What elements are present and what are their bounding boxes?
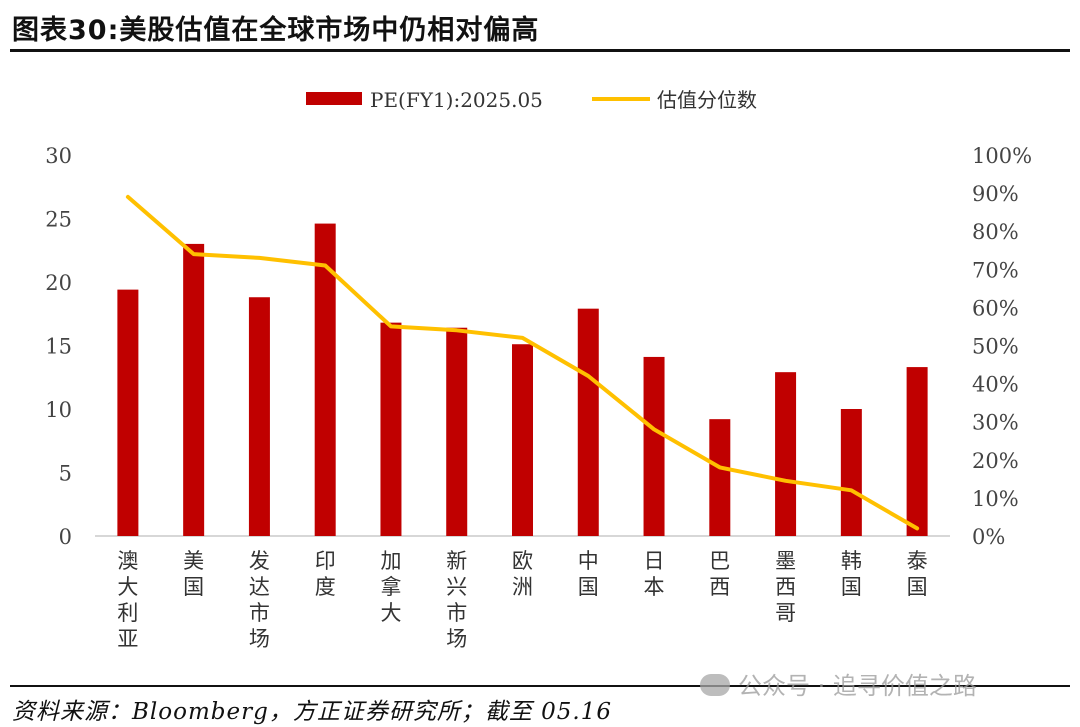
right-tick-label: 60% — [972, 296, 1019, 320]
bar — [775, 372, 797, 536]
right-tick-label: 80% — [972, 220, 1019, 244]
bar — [512, 344, 533, 536]
left-tick-label: 0 — [59, 525, 72, 549]
bar — [840, 409, 862, 536]
percentile-line — [125, 194, 920, 531]
watermark: 公众号 · 追寻价值之路 — [700, 666, 977, 701]
wechat-icon — [700, 674, 730, 696]
category-label: 美国 — [183, 549, 204, 599]
category-label: 发达市场 — [249, 549, 270, 651]
right-tick-label: 100% — [972, 144, 1032, 168]
left-tick-label: 15 — [45, 335, 72, 359]
category-label: 中国 — [578, 549, 599, 599]
bar — [183, 243, 205, 536]
left-tick-label: 20 — [45, 271, 72, 295]
line-series — [125, 194, 920, 531]
category-label: 巴西 — [709, 549, 730, 599]
right-tick-label: 30% — [972, 411, 1019, 435]
bar-series — [117, 223, 928, 536]
right-axis: 0% 10% 20% 30% 40% 50% 60% 70% 80% 90% 100% — [972, 144, 1032, 549]
left-tick-label: 25 — [45, 208, 72, 232]
watermark-text: 公众号 · 追寻价值之路 — [738, 672, 977, 700]
bar — [117, 289, 139, 536]
category-label: 新兴市场 — [446, 549, 467, 651]
source-rule — [10, 685, 1070, 687]
category-label: 澳大利亚 — [117, 549, 138, 651]
right-tick-label: 10% — [972, 487, 1019, 511]
chart: PE(FY1):2025.05 估值分位数 0 5 10 15 20 25 30 0% 10%… — [45, 88, 1032, 651]
right-tick-label: 20% — [972, 449, 1019, 473]
title-rule — [10, 49, 1070, 52]
right-tick-label: 40% — [972, 373, 1019, 397]
category-label: 墨西哥 — [775, 549, 796, 625]
right-tick-label: 50% — [972, 335, 1019, 359]
bar — [577, 308, 599, 536]
left-tick-label: 30 — [45, 144, 72, 168]
figure-title: 图表30:美股估值在全球市场中仍相对偏高 — [12, 15, 540, 46]
bar — [906, 367, 928, 536]
right-tick-label: 70% — [972, 258, 1019, 282]
left-axis: 0 5 10 15 20 25 30 — [45, 144, 72, 549]
source-note: 资料来源：Bloomberg，方正证券研究所；截至 05.16 — [12, 699, 612, 725]
bar — [314, 223, 336, 536]
left-tick-label: 5 — [59, 462, 72, 486]
bar — [709, 419, 731, 536]
bar — [446, 327, 468, 536]
bar — [248, 297, 270, 536]
category-label: 欧洲 — [512, 549, 533, 599]
legend: PE(FY1):2025.05 估值分位数 — [306, 88, 757, 112]
bar — [380, 322, 402, 536]
category-label: 日本 — [644, 549, 665, 599]
legend-bar-swatch — [306, 92, 362, 105]
category-label: 泰国 — [907, 549, 928, 599]
legend-bar-label: PE(FY1):2025.05 — [370, 88, 543, 112]
category-label: 加拿大 — [380, 549, 401, 625]
category-label: 印度 — [315, 549, 336, 599]
bar — [643, 356, 665, 536]
left-tick-label: 10 — [45, 398, 72, 422]
legend-line-label: 估值分位数 — [657, 88, 757, 112]
right-tick-label: 0% — [972, 525, 1005, 549]
category-label: 韩国 — [841, 549, 862, 599]
right-tick-label: 90% — [972, 182, 1019, 206]
